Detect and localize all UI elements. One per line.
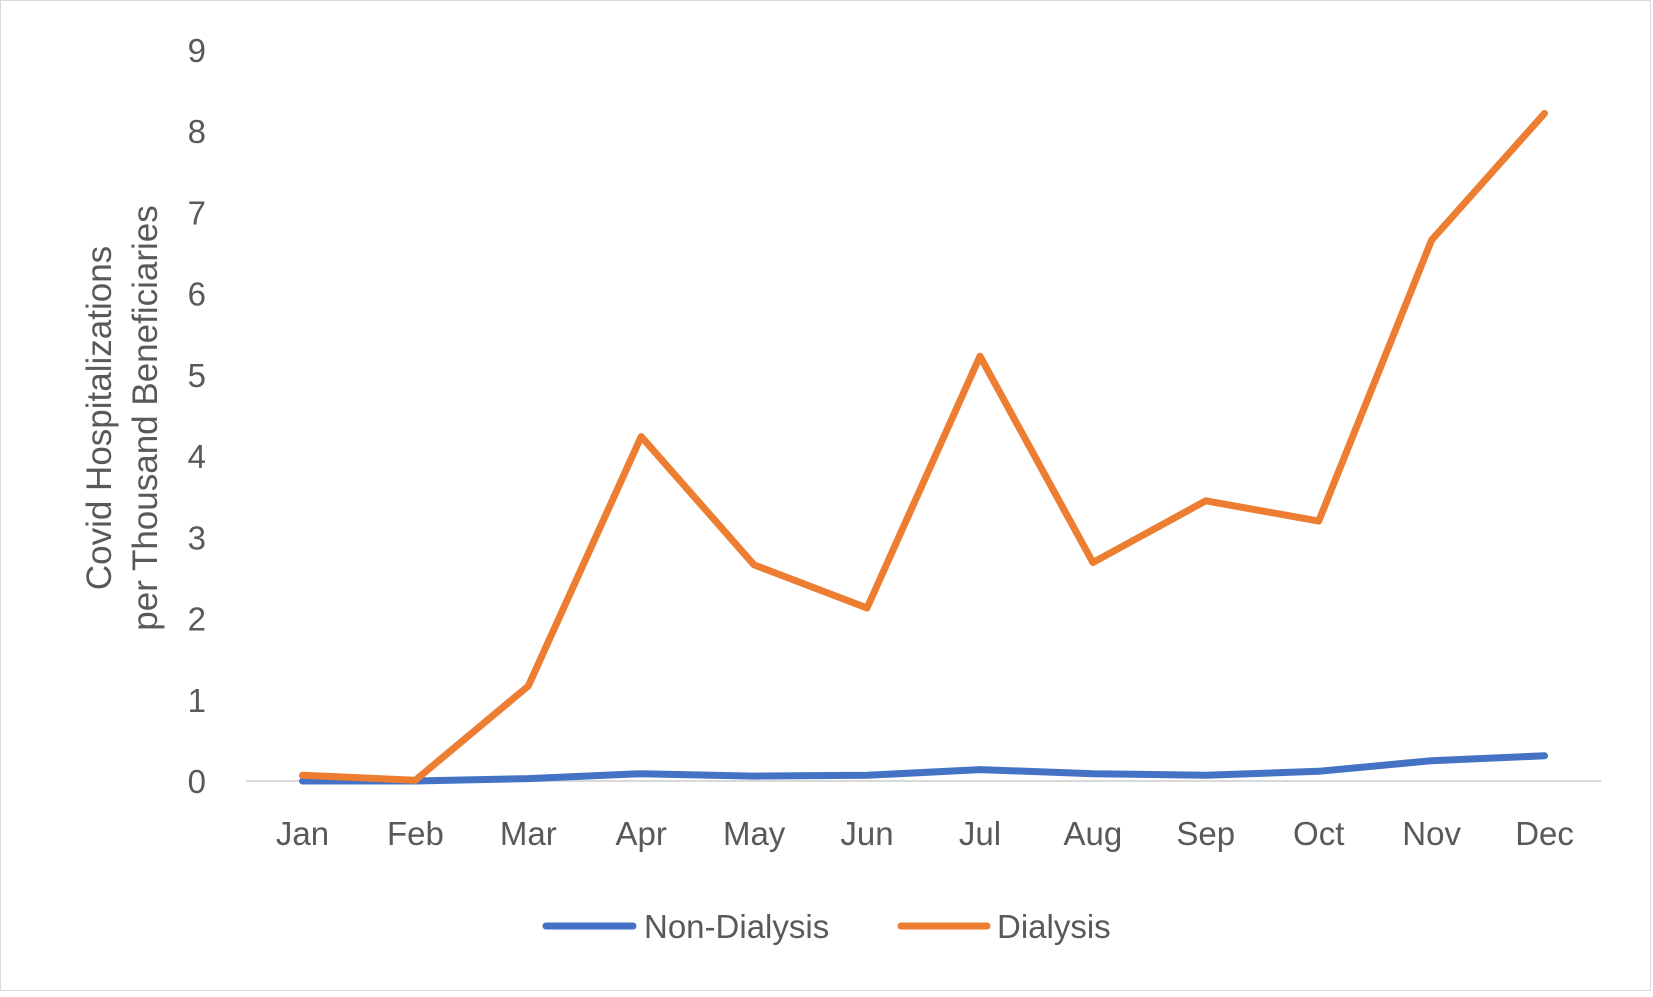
y-tick-label: 9	[188, 32, 206, 69]
y-tick-label: 6	[188, 276, 206, 313]
legend-item: Non-Dialysis	[542, 908, 829, 945]
x-tick-label: Jul	[959, 815, 1001, 852]
series-line-dialysis	[299, 109, 1548, 784]
y-tick-label: 0	[188, 763, 206, 800]
series-lines	[299, 109, 1548, 785]
x-tick-label: Mar	[500, 815, 557, 852]
x-tick-label: Sep	[1176, 815, 1235, 852]
y-tick-label: 3	[188, 519, 206, 556]
x-tick-label: May	[723, 815, 786, 852]
y-axis-tick-labels: 0 1 2 3 4 5 6 7 8 9	[188, 32, 206, 800]
y-axis-title: Covid Hospitalizations per Thousand Bene…	[80, 205, 165, 630]
y-axis-title-line-1: Covid Hospitalizations	[80, 246, 119, 590]
y-tick-label: 2	[188, 601, 206, 638]
legend-label: Non-Dialysis	[644, 908, 829, 945]
y-axis-title-line-2: per Thousand Beneficiaries	[126, 205, 165, 630]
x-tick-label: Feb	[387, 815, 444, 852]
y-tick-label: 4	[188, 438, 206, 475]
y-tick-label: 8	[188, 113, 206, 150]
y-tick-label: 1	[188, 682, 206, 719]
legend-label: Dialysis	[997, 908, 1111, 945]
x-tick-label: Dec	[1515, 815, 1574, 852]
legend-item: Dialysis	[897, 908, 1111, 945]
y-tick-label: 5	[188, 357, 206, 394]
x-tick-label: Aug	[1064, 815, 1123, 852]
y-tick-label: 7	[188, 194, 206, 231]
x-tick-label: Oct	[1293, 815, 1344, 852]
x-axis-tick-labels: Jan Feb Mar Apr May Jun Jul Aug Sep Oct Nov Dec	[276, 815, 1574, 852]
x-tick-label: Jun	[840, 815, 893, 852]
x-tick-label: Jan	[276, 815, 329, 852]
x-tick-label: Nov	[1402, 815, 1461, 852]
legend: Non-Dialysis Dialysis	[542, 908, 1111, 945]
series-line-non-dialysis	[299, 752, 1548, 785]
x-tick-label: Apr	[616, 815, 667, 852]
